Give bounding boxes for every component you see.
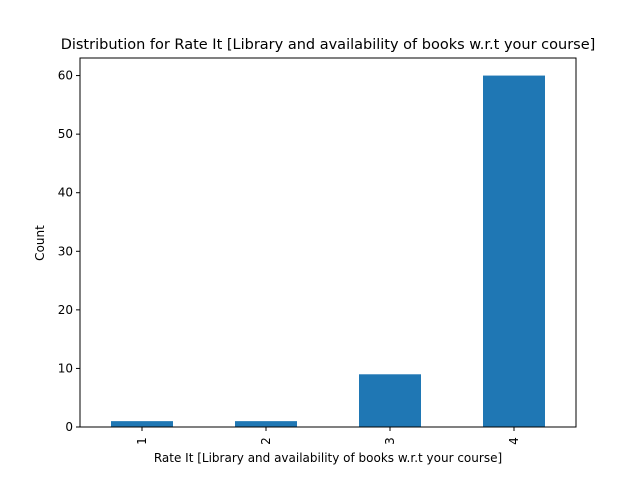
x-axis-label: Rate It [Library and availability of boo… <box>154 451 502 465</box>
x-tick-label-3: 3 <box>383 437 397 445</box>
y-tick-label-60: 60 <box>58 69 73 83</box>
y-tick-label-10: 10 <box>58 361 73 375</box>
y-tick-label-20: 20 <box>58 303 73 317</box>
y-tick-label-40: 40 <box>58 186 73 200</box>
bar-3 <box>359 374 421 427</box>
bar-1 <box>111 421 173 427</box>
y-tick-label-50: 50 <box>58 127 73 141</box>
x-axis-ticks: 1 2 3 4 <box>135 427 521 445</box>
bars-group <box>111 75 545 427</box>
y-tick-label-30: 30 <box>58 244 73 258</box>
bar-2 <box>235 421 297 427</box>
y-tick-label-0: 0 <box>65 420 73 434</box>
bar-4 <box>483 75 545 427</box>
y-axis-ticks: 0 10 20 30 40 50 60 <box>58 69 80 434</box>
x-tick-label-4: 4 <box>507 437 521 445</box>
plot-frame <box>79 57 577 428</box>
x-tick-label-1: 1 <box>135 437 149 445</box>
y-axis-label: Count <box>33 225 47 261</box>
chart-title: Distribution for Rate It [Library and av… <box>61 37 596 53</box>
x-tick-label-2: 2 <box>259 437 273 445</box>
